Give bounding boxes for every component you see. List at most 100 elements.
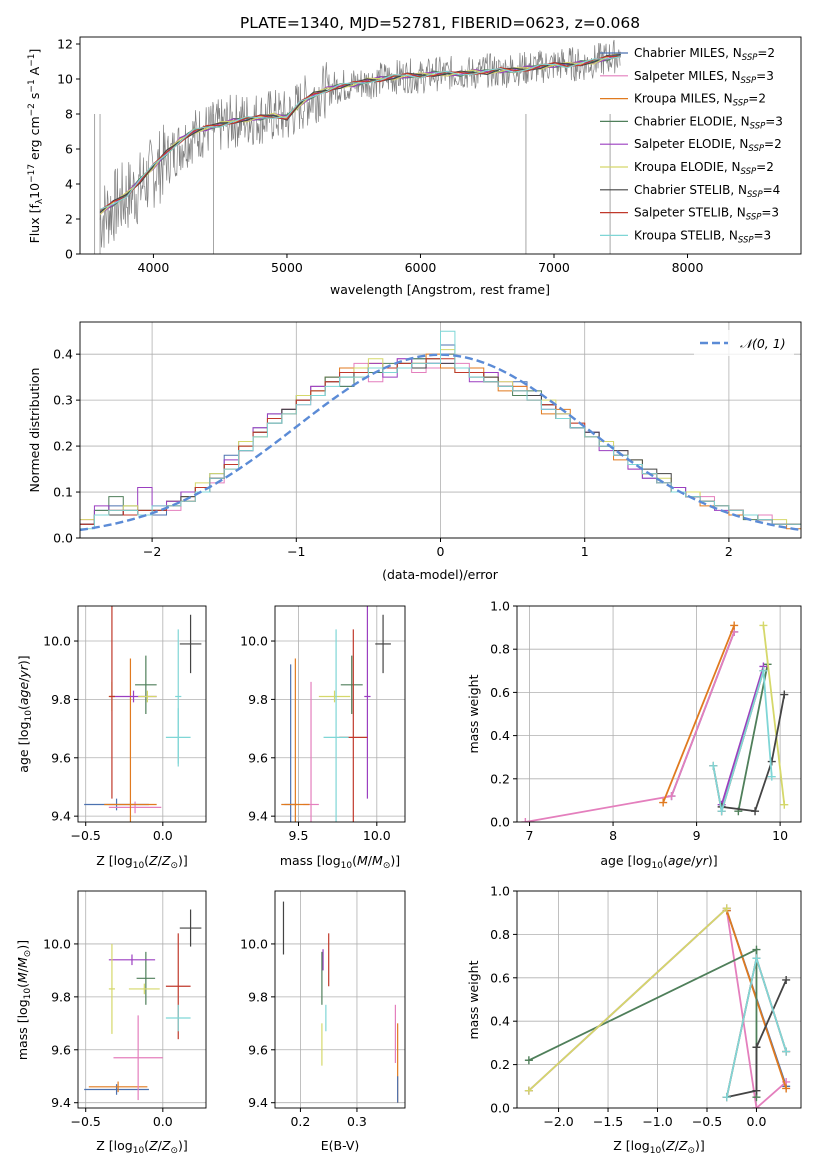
x-axis-label: E(B-V): [321, 1138, 360, 1153]
weight-line: [528, 948, 758, 1098]
histogram-step: [80, 330, 801, 530]
weight-marker: [751, 807, 760, 816]
y-tick-label: 0.2: [490, 1057, 510, 1072]
weight-marker: [752, 1086, 761, 1095]
y-tick-label: 10.0: [240, 936, 268, 951]
y-tick-label: 0: [65, 247, 73, 262]
weight-marker: [759, 666, 768, 675]
y-tick-label: 9.8: [248, 989, 268, 1004]
x-tick-label: −1: [287, 544, 305, 559]
errorbar-point: [179, 909, 202, 947]
x-tick-label: 8: [609, 828, 617, 843]
x-tick-label: −0.5: [71, 828, 101, 843]
y-tick-label: 0.8: [490, 927, 510, 942]
y-tick-label: 9.4: [248, 809, 268, 824]
x-axis-label: (data-model)/error: [382, 567, 499, 582]
errorbar-point: [364, 606, 371, 799]
weight-marker: [722, 904, 731, 913]
weight-marker: [521, 818, 530, 822]
errorbar-point: [375, 614, 391, 674]
x-axis-label: Z [log10(Z/Z⊙)]: [613, 1138, 705, 1156]
legend-label: Kroupa MILES, NSSP=2: [634, 92, 766, 109]
weight-line: [721, 694, 786, 813]
weight-marker: [752, 945, 761, 954]
errorbar-point: [175, 629, 182, 764]
weight-line: [525, 631, 736, 822]
weight-line: [528, 907, 728, 1092]
errorbar-point: [128, 983, 160, 995]
plot-area-z_age: [84, 606, 202, 822]
y-tick-label: 10.0: [43, 936, 71, 951]
errorbar-point: [135, 655, 157, 714]
legend-label: Salpeter MILES, NSSP=3: [634, 69, 774, 86]
weight-line: [726, 979, 787, 1099]
errorbar-point: [104, 658, 157, 822]
weight-line: [737, 664, 769, 812]
y-tick-label: 9.4: [248, 1095, 268, 1110]
panel-residuals: −2 −1 0 1 2 0.0 0.1 0.2 0.3 0.4 𝒩(0, 1) (data-model…: [27, 321, 802, 582]
panel-mass_age: 9.5 10.0 9.4 9.6 9.8 10.0 mass [log10(M/M⊙)]: [240, 605, 406, 871]
x-tick-label: 0.0: [153, 828, 173, 843]
axes-frame: [77, 605, 207, 823]
y-tick-label: 9.8: [51, 989, 71, 1004]
y-tick-label: 4: [65, 177, 73, 192]
weight-line: [762, 625, 786, 805]
spectrum-model-line: [99, 55, 621, 211]
x-tick-label: 1: [581, 544, 589, 559]
x-tick-label: −0.5: [71, 1114, 101, 1129]
axes-frame: [79, 36, 802, 255]
legend-label: 𝒩(0, 1): [740, 336, 786, 351]
panel-spectrum: 4000 5000 6000 7000 8000 0 2 4 6 8 10 12 wavelength …: [27, 36, 802, 297]
weight-marker: [709, 761, 718, 770]
plot-area-residuals: [80, 330, 801, 532]
plot-area-ebv_mass: [282, 901, 399, 1103]
weight-marker: [730, 621, 739, 630]
axes-frame: [516, 890, 802, 1109]
plot-area-z_mass: [84, 909, 202, 1101]
normal-curve: [80, 353, 801, 532]
weight-marker: [752, 954, 761, 963]
weight-line: [712, 670, 773, 812]
y-axis-label: mass weight: [466, 960, 481, 1039]
x-tick-label: 8000: [672, 260, 704, 275]
spectrum-model-line: [99, 53, 621, 213]
y-tick-label: 0.0: [490, 1101, 510, 1116]
x-tick-label: 9.5: [289, 828, 309, 843]
errorbar-point: [108, 606, 116, 799]
y-tick-label: 9.8: [248, 692, 268, 707]
weight-marker: [759, 621, 768, 630]
weight-line: [725, 910, 787, 1108]
weight-marker: [780, 690, 789, 699]
y-tick-label: 9.4: [51, 1095, 71, 1110]
weight-marker: [524, 1086, 533, 1095]
y-axis-label: Normed distribution: [27, 368, 42, 493]
weight-marker: [780, 800, 789, 809]
x-tick-label: −1.5: [593, 1114, 623, 1129]
y-tick-label: 1.0: [490, 599, 510, 614]
y-tick-label: 0.4: [490, 728, 510, 743]
y-tick-label: 0.4: [53, 347, 73, 362]
y-tick-label: 0.0: [490, 815, 510, 830]
y-tick-label: 8: [65, 107, 73, 122]
errorbar-point: [165, 1004, 191, 1032]
panel-z_age: −0.5 0.0 9.4 9.6 9.8 10.0 Z [log10(Z/Z⊙)] age […: [16, 605, 207, 871]
y-tick-label: 9.6: [51, 1042, 71, 1057]
y-tick-label: 6: [65, 142, 73, 157]
x-tick-label: 9: [693, 828, 701, 843]
weight-marker: [752, 1104, 761, 1108]
weight-marker: [722, 1093, 731, 1102]
x-tick-label: 0.0: [747, 1114, 767, 1129]
legend-label: Salpeter STELIB, NSSP=3: [634, 206, 779, 223]
y-tick-label: 0.6: [490, 970, 510, 985]
y-tick-label: 9.6: [51, 750, 71, 765]
x-tick-label: −1.0: [642, 1114, 672, 1129]
x-axis-label: Z [log10(Z/Z⊙)]: [96, 1138, 188, 1156]
y-tick-label: 9.8: [51, 692, 71, 707]
errorbar-point: [318, 690, 351, 703]
x-tick-label: 2: [725, 544, 733, 559]
legend-label: Kroupa ELODIE, NSSP=2: [634, 160, 774, 177]
spectrum-model-line: [99, 56, 621, 210]
weight-line: [720, 666, 765, 805]
x-tick-label: 0.3: [347, 1114, 367, 1129]
x-axis-label: mass [log10(M/M⊙)]: [280, 853, 400, 871]
